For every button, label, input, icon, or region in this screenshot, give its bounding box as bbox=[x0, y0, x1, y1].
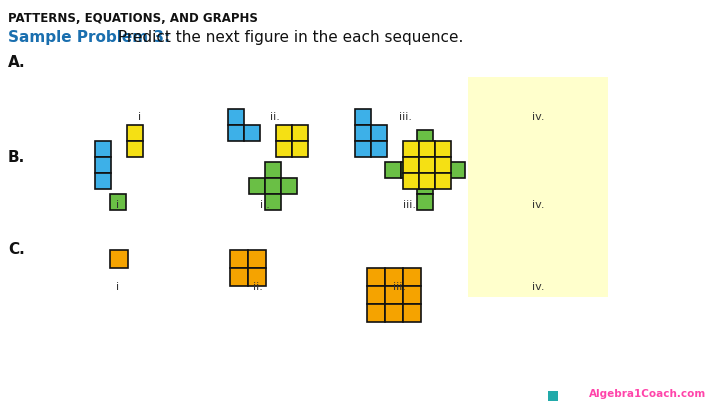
FancyBboxPatch shape bbox=[385, 162, 401, 178]
FancyBboxPatch shape bbox=[435, 141, 451, 157]
Text: ii.: ii. bbox=[270, 112, 280, 122]
FancyBboxPatch shape bbox=[401, 162, 417, 178]
Text: iv.: iv. bbox=[532, 200, 544, 210]
Text: iii.: iii. bbox=[394, 282, 407, 292]
FancyBboxPatch shape bbox=[385, 268, 403, 286]
FancyBboxPatch shape bbox=[249, 178, 265, 194]
Text: i: i bbox=[117, 200, 120, 210]
FancyBboxPatch shape bbox=[403, 286, 421, 304]
Text: iv.: iv. bbox=[532, 282, 544, 292]
FancyBboxPatch shape bbox=[95, 157, 111, 173]
FancyBboxPatch shape bbox=[419, 157, 435, 173]
FancyBboxPatch shape bbox=[449, 162, 465, 178]
FancyBboxPatch shape bbox=[265, 162, 281, 178]
FancyBboxPatch shape bbox=[417, 146, 433, 162]
Text: A.: A. bbox=[8, 55, 26, 70]
FancyBboxPatch shape bbox=[248, 268, 266, 286]
FancyBboxPatch shape bbox=[371, 141, 387, 157]
FancyBboxPatch shape bbox=[367, 268, 385, 286]
Text: i: i bbox=[138, 112, 142, 122]
FancyBboxPatch shape bbox=[417, 162, 433, 178]
Text: PATTERNS, EQUATIONS, AND GRAPHS: PATTERNS, EQUATIONS, AND GRAPHS bbox=[8, 12, 258, 25]
FancyBboxPatch shape bbox=[417, 194, 433, 210]
Text: ii.: ii. bbox=[253, 282, 263, 292]
FancyBboxPatch shape bbox=[548, 391, 558, 401]
FancyBboxPatch shape bbox=[468, 77, 608, 167]
FancyBboxPatch shape bbox=[403, 157, 419, 173]
Text: C.: C. bbox=[8, 242, 24, 257]
FancyBboxPatch shape bbox=[230, 250, 248, 268]
FancyBboxPatch shape bbox=[403, 304, 421, 322]
FancyBboxPatch shape bbox=[355, 109, 371, 125]
FancyBboxPatch shape bbox=[276, 141, 292, 157]
FancyBboxPatch shape bbox=[276, 125, 292, 141]
Text: ii.: ii. bbox=[260, 200, 270, 210]
FancyBboxPatch shape bbox=[435, 173, 451, 189]
FancyBboxPatch shape bbox=[468, 212, 608, 297]
FancyBboxPatch shape bbox=[95, 141, 111, 157]
FancyBboxPatch shape bbox=[468, 100, 608, 220]
Text: B.: B. bbox=[8, 150, 25, 165]
FancyBboxPatch shape bbox=[367, 304, 385, 322]
FancyBboxPatch shape bbox=[127, 141, 143, 157]
FancyBboxPatch shape bbox=[385, 304, 403, 322]
FancyBboxPatch shape bbox=[371, 125, 387, 141]
Text: Sample Problem 3:: Sample Problem 3: bbox=[8, 30, 170, 45]
FancyBboxPatch shape bbox=[95, 173, 111, 189]
FancyBboxPatch shape bbox=[281, 178, 297, 194]
FancyBboxPatch shape bbox=[355, 141, 371, 157]
FancyBboxPatch shape bbox=[228, 125, 244, 141]
FancyBboxPatch shape bbox=[367, 286, 385, 304]
FancyBboxPatch shape bbox=[435, 157, 451, 173]
FancyBboxPatch shape bbox=[417, 178, 433, 194]
Text: iii.: iii. bbox=[398, 112, 412, 122]
FancyBboxPatch shape bbox=[403, 141, 419, 157]
FancyBboxPatch shape bbox=[110, 194, 126, 210]
FancyBboxPatch shape bbox=[230, 268, 248, 286]
Text: Algebra1Coach.com: Algebra1Coach.com bbox=[589, 389, 706, 399]
FancyBboxPatch shape bbox=[265, 178, 281, 194]
FancyBboxPatch shape bbox=[419, 173, 435, 189]
Text: i: i bbox=[117, 282, 120, 292]
Text: iv.: iv. bbox=[532, 112, 544, 122]
FancyBboxPatch shape bbox=[248, 250, 266, 268]
FancyBboxPatch shape bbox=[355, 125, 371, 141]
FancyBboxPatch shape bbox=[292, 125, 308, 141]
FancyBboxPatch shape bbox=[403, 173, 419, 189]
FancyBboxPatch shape bbox=[244, 125, 260, 141]
FancyBboxPatch shape bbox=[292, 141, 308, 157]
FancyBboxPatch shape bbox=[127, 125, 143, 141]
FancyBboxPatch shape bbox=[110, 250, 128, 268]
FancyBboxPatch shape bbox=[228, 109, 244, 125]
Text: iii.: iii. bbox=[403, 200, 416, 210]
FancyBboxPatch shape bbox=[385, 286, 403, 304]
FancyBboxPatch shape bbox=[417, 130, 433, 146]
FancyBboxPatch shape bbox=[403, 268, 421, 286]
FancyBboxPatch shape bbox=[419, 141, 435, 157]
FancyBboxPatch shape bbox=[265, 194, 281, 210]
Text: Predict the next figure in the each sequence.: Predict the next figure in the each sequ… bbox=[113, 30, 464, 45]
FancyBboxPatch shape bbox=[433, 162, 449, 178]
